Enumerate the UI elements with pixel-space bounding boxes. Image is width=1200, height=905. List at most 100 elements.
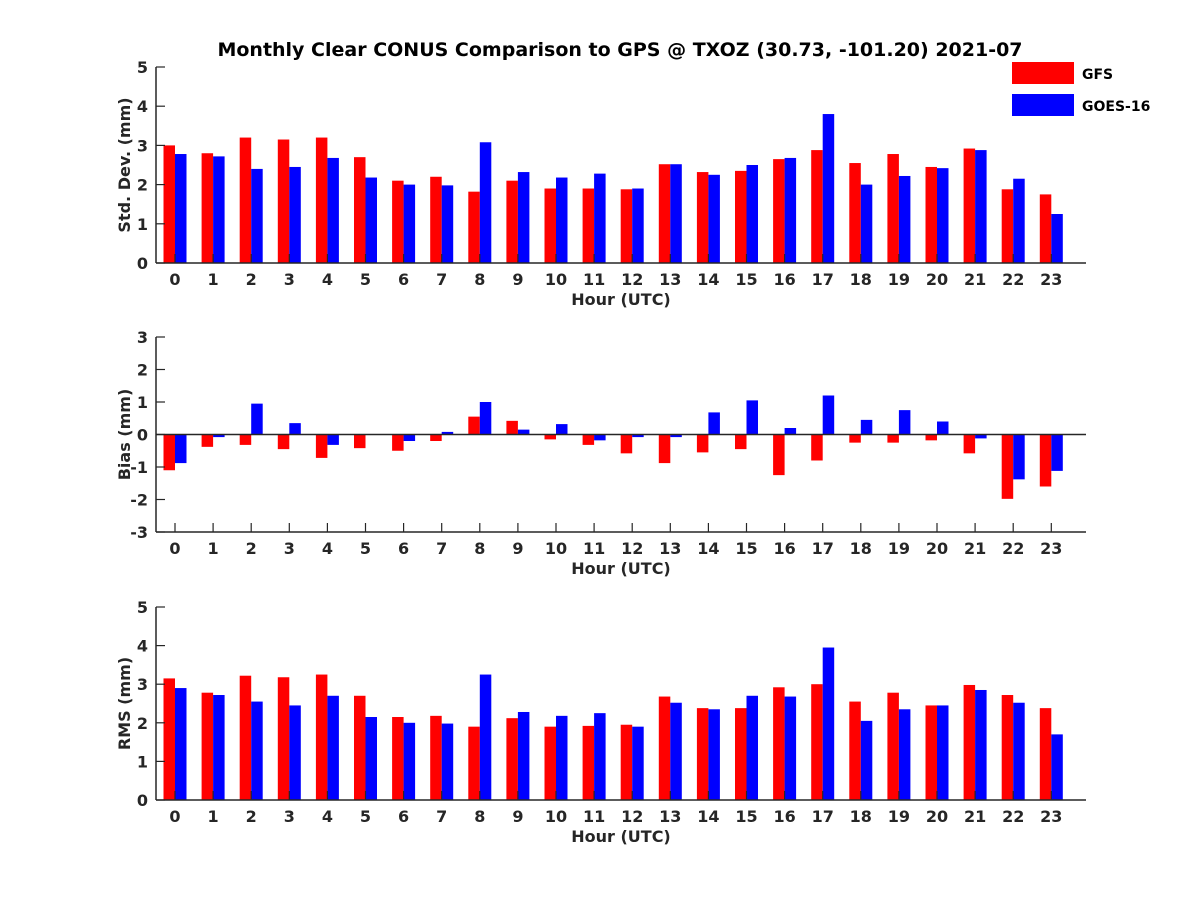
rms-bar-gfs-17 bbox=[811, 684, 823, 800]
rms-y-tick-label: 2 bbox=[137, 714, 148, 733]
bias-bar-goes16-10 bbox=[556, 424, 568, 435]
rms-x-tick-label: 23 bbox=[1040, 807, 1062, 826]
std-dev-x-tick-label: 21 bbox=[964, 270, 986, 289]
bias-x-axis-label: Hour (UTC) bbox=[571, 559, 671, 578]
bias-y-tick-label: 2 bbox=[137, 361, 148, 380]
bias-bar-gfs-20 bbox=[925, 434, 937, 441]
std-dev-x-tick-label: 12 bbox=[621, 270, 643, 289]
bias-bar-goes16-14 bbox=[708, 412, 720, 435]
rms-bar-goes16-4 bbox=[327, 695, 339, 800]
bias-y-tick-label: 1 bbox=[137, 393, 148, 412]
legend: GFS GOES-16 bbox=[1012, 62, 1150, 116]
rms-bar-gfs-8 bbox=[468, 726, 480, 800]
std-dev-bar-gfs-12 bbox=[620, 189, 633, 263]
bias-x-tick-label: 1 bbox=[208, 539, 219, 558]
rms-bar-goes16-19 bbox=[898, 709, 911, 800]
std-dev-bar-goes16-11 bbox=[594, 173, 606, 263]
bias-x-tick-label: 12 bbox=[621, 539, 643, 558]
rms-bar-goes16-13 bbox=[670, 702, 682, 800]
bias-bar-goes16-17 bbox=[822, 395, 835, 435]
bias-x-tick-label: 23 bbox=[1040, 539, 1062, 558]
bias-bar-goes16-8 bbox=[479, 402, 492, 435]
legend-label-goes16: GOES-16 bbox=[1082, 99, 1150, 115]
std-dev-y-tick-label: 2 bbox=[137, 176, 148, 195]
bias-bar-goes16-23 bbox=[1051, 434, 1063, 471]
rms-x-tick-label: 16 bbox=[773, 807, 795, 826]
bias-bar-gfs-22 bbox=[1001, 434, 1014, 499]
rms-bar-gfs-12 bbox=[620, 724, 633, 800]
std-dev-bar-gfs-3 bbox=[277, 139, 290, 263]
std-dev-bar-goes16-5 bbox=[365, 177, 377, 263]
rms-x-tick-label: 20 bbox=[926, 807, 948, 826]
legend-swatch-goes16 bbox=[1012, 94, 1074, 116]
std-dev-x-tick-label: 8 bbox=[474, 270, 485, 289]
rms-bar-goes16-12 bbox=[632, 726, 644, 800]
bias-bar-goes16-11 bbox=[594, 434, 606, 441]
rms-bar-goes16-10 bbox=[556, 715, 568, 800]
std-dev-bar-goes16-16 bbox=[784, 157, 797, 263]
bias-bar-gfs-21 bbox=[963, 434, 976, 454]
std-dev-x-tick-label: 19 bbox=[888, 270, 910, 289]
bias-bar-gfs-10 bbox=[544, 434, 556, 440]
rms-x-tick-label: 2 bbox=[246, 807, 257, 826]
bias-bar-gfs-5 bbox=[354, 434, 366, 449]
std-dev-bar-gfs-2 bbox=[239, 137, 252, 263]
bias-y-tick-label: 0 bbox=[137, 426, 148, 445]
std-dev-bar-gfs-7 bbox=[430, 176, 442, 263]
rms-bar-goes16-20 bbox=[937, 705, 949, 800]
rms-x-axis-label: Hour (UTC) bbox=[571, 827, 671, 846]
std-dev-x-tick-label: 4 bbox=[322, 270, 333, 289]
std-dev-bar-goes16-7 bbox=[441, 185, 454, 263]
bias-bar-gfs-7 bbox=[430, 434, 442, 441]
bias-bar-goes16-21 bbox=[975, 434, 987, 439]
std-dev-bar-gfs-23 bbox=[1039, 194, 1052, 263]
std-dev-y-tick-label: 4 bbox=[137, 97, 148, 116]
std-dev-bar-goes16-9 bbox=[517, 172, 530, 263]
rms-bar-gfs-20 bbox=[925, 705, 937, 800]
std-dev-bar-goes16-14 bbox=[708, 174, 720, 263]
rms-bar-gfs-2 bbox=[239, 675, 252, 800]
std-dev-bar-gfs-14 bbox=[696, 172, 709, 263]
bias-bar-gfs-1 bbox=[201, 434, 214, 447]
std-dev-x-tick-label: 14 bbox=[697, 270, 719, 289]
std-dev-y-tick-label: 5 bbox=[137, 58, 148, 77]
rms-x-tick-label: 0 bbox=[169, 807, 180, 826]
rms-bar-goes16-22 bbox=[1013, 702, 1025, 800]
std-dev-bar-gfs-8 bbox=[468, 191, 480, 263]
rms-bar-gfs-14 bbox=[696, 708, 709, 800]
rms-y-tick-label: 3 bbox=[137, 675, 148, 694]
bias-x-tick-label: 5 bbox=[360, 539, 371, 558]
std-dev-x-tick-label: 23 bbox=[1040, 270, 1062, 289]
bias-x-tick-label: 19 bbox=[888, 539, 910, 558]
std-dev-x-tick-label: 16 bbox=[773, 270, 795, 289]
std-dev-x-tick-label: 13 bbox=[659, 270, 681, 289]
bias-bar-goes16-18 bbox=[860, 419, 873, 435]
rms-x-tick-label: 19 bbox=[888, 807, 910, 826]
bias-x-tick-label: 15 bbox=[735, 539, 757, 558]
std-dev-x-axis-label: Hour (UTC) bbox=[571, 290, 671, 309]
bias-bar-gfs-17 bbox=[811, 434, 823, 461]
std-dev-bar-goes16-19 bbox=[898, 175, 911, 263]
rms-x-tick-label: 13 bbox=[659, 807, 681, 826]
bias-bar-goes16-16 bbox=[784, 428, 797, 435]
rms-bar-gfs-18 bbox=[849, 701, 861, 800]
bias-bar-gfs-2 bbox=[239, 434, 252, 445]
std-dev-bar-gfs-22 bbox=[1001, 189, 1014, 263]
rms-bar-gfs-5 bbox=[354, 695, 366, 800]
rms-bar-goes16-2 bbox=[251, 701, 263, 800]
bias-bar-gfs-13 bbox=[658, 434, 671, 464]
bias-bar-goes16-13 bbox=[670, 434, 682, 438]
std-dev-bar-goes16-13 bbox=[670, 164, 682, 263]
bias-bar-gfs-0 bbox=[163, 434, 175, 471]
bias-x-tick-label: 22 bbox=[1002, 539, 1024, 558]
bias-x-tick-label: 8 bbox=[474, 539, 485, 558]
bias-x-tick-label: 2 bbox=[246, 539, 257, 558]
std-dev-y-tick-label: 1 bbox=[137, 215, 148, 234]
std-dev-y-tick-label: 0 bbox=[137, 254, 148, 273]
rms-bar-gfs-16 bbox=[773, 687, 785, 800]
std-dev-bar-gfs-17 bbox=[811, 150, 823, 263]
bias-bar-gfs-19 bbox=[887, 434, 899, 443]
bias-x-tick-label: 21 bbox=[964, 539, 986, 558]
std-dev-x-tick-label: 20 bbox=[926, 270, 948, 289]
